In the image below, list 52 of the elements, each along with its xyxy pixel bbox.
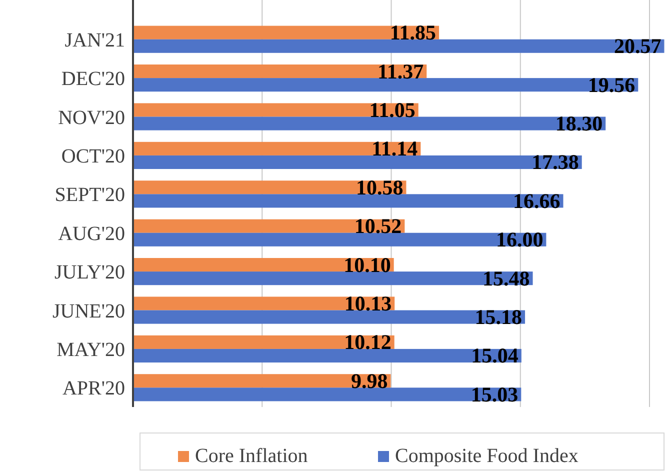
bar <box>133 374 391 388</box>
y-tick-label: SEPT'20 <box>54 184 125 206</box>
y-tick-label: NOV'20 <box>58 106 125 129</box>
bar <box>133 219 405 233</box>
y-tick-label: JAN'21 <box>64 29 125 52</box>
data-label: 15.04 <box>471 344 519 368</box>
legend-label: Composite Food Index <box>395 445 578 467</box>
data-label: 10.58 <box>356 175 404 200</box>
data-label: 10.12 <box>344 330 392 354</box>
data-label: 10.10 <box>344 252 391 277</box>
y-tick-label: APR'20 <box>62 378 125 400</box>
bar <box>133 142 421 156</box>
data-label: 20.57 <box>614 34 662 58</box>
bar <box>133 272 533 286</box>
data-label: 15.48 <box>482 266 530 290</box>
bar <box>133 258 394 272</box>
bar <box>133 194 564 208</box>
bar <box>133 78 638 92</box>
y-tick-label: OCT'20 <box>61 145 125 168</box>
data-label: 10.13 <box>344 291 392 316</box>
bar <box>133 103 418 117</box>
y-tick-label: MAY'20 <box>56 338 125 361</box>
data-label: 15.03 <box>470 382 518 406</box>
bar <box>133 232 546 246</box>
bar <box>133 388 522 402</box>
bar <box>133 296 395 310</box>
bar <box>133 310 526 324</box>
legend-label: Core Inflation <box>195 445 308 467</box>
data-label: 16.00 <box>496 228 544 252</box>
y-tick-label: AUG'20 <box>58 222 125 245</box>
bar <box>133 155 582 169</box>
y-tick-label: JUNE'20 <box>52 300 125 322</box>
bar <box>133 180 406 194</box>
data-label: 18.30 <box>555 112 603 136</box>
bar <box>133 26 440 40</box>
bar <box>133 335 394 349</box>
data-label: 11.85 <box>390 20 436 45</box>
data-label: 15.18 <box>474 305 522 330</box>
data-label: 10.52 <box>354 214 402 238</box>
bar <box>133 116 606 130</box>
data-label: 11.37 <box>378 59 424 84</box>
data-label: 9.98 <box>350 368 388 393</box>
data-label: 19.56 <box>588 72 636 97</box>
bar <box>133 64 427 78</box>
bar <box>133 39 664 53</box>
y-tick-label: JULY'20 <box>54 262 125 284</box>
y-tick-label: DEC'20 <box>61 68 125 90</box>
data-label: 11.14 <box>372 136 418 161</box>
data-label: 17.38 <box>532 150 579 174</box>
data-label: 11.05 <box>369 98 416 122</box>
bar <box>133 348 522 362</box>
data-label: 16.66 <box>513 188 560 213</box>
